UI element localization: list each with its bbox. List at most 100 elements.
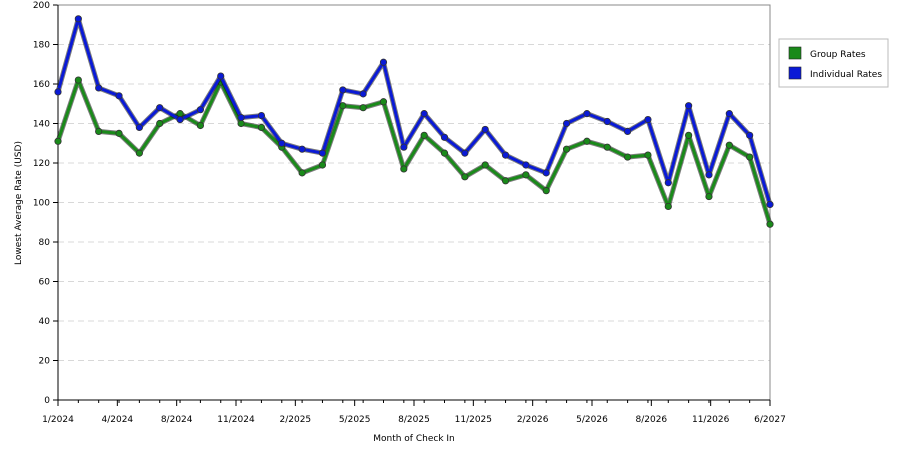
legend-swatch-individual-rates <box>788 66 802 80</box>
x-tick-label: 8/2024 <box>161 415 193 425</box>
individual-rates-line <box>56 17 772 205</box>
axes: 0 20 40 60 80 100 120 140 160 180 200 1/2024 4/2024 8… <box>33 1 786 425</box>
individual-rates-point <box>135 123 143 132</box>
group-rates-point <box>400 165 408 173</box>
group-rates-point <box>298 169 306 177</box>
group-rates-point <box>379 98 388 106</box>
individual-rates-point <box>623 127 632 135</box>
individual-rates-point <box>562 119 571 128</box>
y-axis-title: Lowest Average Rate (USD) <box>14 141 24 265</box>
individual-rates-point <box>278 139 286 147</box>
legend-label-individual-rates: Individual Rates <box>810 70 882 80</box>
x-tick-label: 11/2024 <box>217 415 255 425</box>
legend: Group Rates Individual Rates <box>778 38 889 88</box>
individual-rates-point <box>440 133 449 141</box>
individual-rates-point <box>644 115 652 124</box>
y-tick-label: 140 <box>33 120 50 130</box>
individual-rates-point <box>583 110 591 118</box>
individual-rates-point <box>257 112 266 120</box>
y-tick-label: 20 <box>39 357 51 367</box>
group-rates-point <box>257 123 266 132</box>
group-rates-point <box>664 202 672 211</box>
y-tick-label: 100 <box>33 199 50 209</box>
individual-rates-point <box>156 104 164 112</box>
group-rates-point <box>156 119 164 128</box>
group-rates-point <box>583 137 591 145</box>
individual-rates-point <box>54 88 62 96</box>
x-tick-label: 6/2027 <box>754 415 786 425</box>
group-rates-point <box>501 177 510 185</box>
y-tick-label: 160 <box>33 80 50 90</box>
group-rates-point <box>542 187 550 195</box>
x-tick-label: 8/2026 <box>635 415 667 425</box>
individual-rates-point <box>196 106 204 114</box>
y-tick-label: 120 <box>33 159 50 169</box>
individual-rates-point <box>237 113 245 122</box>
individual-rates-point <box>359 90 367 98</box>
group-rates-point <box>481 161 489 169</box>
x-tick-label: 11/2025 <box>455 415 492 425</box>
individual-rates-point <box>339 86 347 94</box>
group-rates-point <box>440 149 449 157</box>
series <box>54 15 774 228</box>
group-rates-point <box>135 149 143 157</box>
individual-rates-point <box>481 125 489 134</box>
y-tick-label: 80 <box>39 238 51 248</box>
x-tick-label: 8/2025 <box>398 415 430 425</box>
y-tick-label: 180 <box>33 41 50 51</box>
group-rates-point <box>115 129 123 137</box>
x-axis-title: Month of Check In <box>373 434 455 444</box>
x-tick-label: 5/2026 <box>576 415 608 425</box>
x-tick-label: 2/2026 <box>517 415 549 425</box>
individual-rates-point <box>501 151 510 159</box>
group-rates-point <box>420 131 428 139</box>
y-tick-label: 200 <box>33 1 50 11</box>
group-rates-point <box>746 153 754 161</box>
individual-rates-point <box>522 161 530 169</box>
individual-rates-point <box>705 171 713 179</box>
individual-rates-point <box>685 102 693 110</box>
individual-rates-point <box>664 179 672 187</box>
group-rates-point <box>522 171 530 179</box>
group-rates-point <box>318 161 327 169</box>
x-tick-label: 5/2025 <box>339 415 371 425</box>
individual-rates-point <box>603 117 611 126</box>
individual-rates-point <box>379 58 388 66</box>
group-rates-point <box>603 143 611 151</box>
x-tick-label: 11/2026 <box>692 415 730 425</box>
group-rates-point <box>74 76 82 84</box>
individual-rates-point <box>746 131 754 139</box>
individual-rates-point <box>318 149 327 157</box>
group-rates-point <box>196 121 204 130</box>
group-rates-point <box>623 153 632 161</box>
group-rates-point <box>562 145 571 153</box>
x-tick-label: 1/2024 <box>42 415 74 425</box>
group-rates-point <box>766 220 774 228</box>
group-rates-point <box>685 131 693 139</box>
individual-rates-point <box>542 169 550 177</box>
individual-rates-point <box>95 84 103 92</box>
group-rates-point <box>725 141 733 149</box>
individual-rates-point <box>298 145 306 153</box>
group-rates-point <box>95 127 103 135</box>
individual-rates-point <box>74 15 82 23</box>
grid-lines <box>58 44 770 361</box>
individual-rates-point <box>400 143 408 151</box>
legend-swatch-group-rates <box>788 46 802 60</box>
individual-rates-point <box>420 110 428 118</box>
group-rates-point <box>54 137 62 145</box>
individual-rates-point <box>176 115 184 124</box>
x-tick-label: 4/2024 <box>101 415 133 425</box>
y-tick-label: 60 <box>39 278 51 288</box>
individual-rates-point <box>725 110 733 118</box>
group-rates-point <box>461 173 469 181</box>
individual-rates-point <box>766 200 774 209</box>
group-rates-point <box>237 119 245 128</box>
individual-rates-point <box>217 72 225 80</box>
y-tick-label: 40 <box>39 317 51 327</box>
group-rates-point <box>705 192 713 201</box>
individual-rates-point <box>461 149 469 157</box>
group-rates-point <box>359 104 367 112</box>
legend-label-group-rates: Group Rates <box>810 50 866 60</box>
